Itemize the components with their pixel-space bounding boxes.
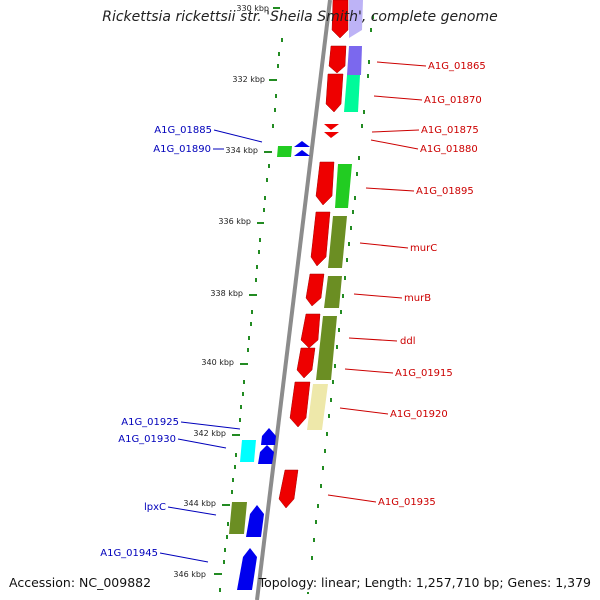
cds-khaki-feature	[307, 384, 328, 430]
gene-label: A1G_01895	[416, 186, 474, 197]
gene-label: A1G_01875	[421, 125, 479, 136]
cds-blue-feature	[294, 150, 310, 156]
gene-label: ddl	[400, 336, 415, 347]
cds-green-feature	[335, 164, 352, 208]
gene-label: A1G_01865	[428, 61, 486, 72]
accession-label: Accession: NC_009882	[9, 575, 152, 590]
cds-purple-feature	[347, 46, 362, 75]
cds-red-feature	[328, 45, 347, 74]
left-gene-labels: A1G_01885 A1G_01890 A1G_01925 A1G_01930 …	[100, 125, 263, 563]
cds-red-feature	[296, 347, 316, 379]
cds-red-feature	[331, 0, 349, 39]
cds-green-feature	[277, 146, 292, 157]
gene-label: A1G_01890	[153, 144, 211, 155]
footer-right-backdrop	[268, 572, 594, 592]
genome-axis	[255, 0, 332, 600]
cds-red-feature	[300, 313, 321, 349]
gene-label: A1G_01935	[378, 497, 436, 508]
kbp-label: 336 kbp	[218, 217, 251, 226]
cds-red-feature	[289, 381, 311, 428]
kbp-label: 332 kbp	[232, 75, 265, 84]
gene-label: A1G_01870	[424, 95, 482, 106]
gene-label: A1G_01920	[390, 409, 448, 420]
gene-label: murB	[404, 293, 431, 304]
cds-purple-feature	[349, 0, 363, 38]
cds-olive-feature	[316, 316, 337, 380]
cds-red-feature	[305, 273, 325, 307]
gene-label: A1G_01915	[395, 368, 453, 379]
kbp-label: 334 kbp	[225, 146, 258, 155]
cds-red-feature	[324, 132, 339, 138]
gene-label: murC	[410, 243, 437, 254]
kbp-label: 340 kbp	[201, 358, 234, 367]
kbp-label: 346 kbp	[173, 570, 206, 579]
cds-red-feature	[325, 73, 344, 113]
cds-aqua-feature	[344, 75, 360, 112]
cds-blue-feature	[261, 428, 276, 445]
kbp-label: 342 kbp	[193, 429, 226, 438]
kbp-label: 338 kbp	[210, 289, 243, 298]
cds-red-feature	[324, 124, 339, 130]
cds-red-feature	[310, 211, 331, 267]
right-strand-features	[278, 0, 363, 509]
footer-left-backdrop	[6, 572, 146, 592]
cds-blue-feature	[258, 445, 274, 464]
cds-cyan-feature	[240, 440, 256, 462]
left-strand-features	[229, 141, 310, 590]
cds-olive-feature	[328, 216, 347, 268]
kbp-markers: 330 kbp 332 kbp 334 kbp 336 kbp 338 kbp …	[173, 4, 280, 579]
right-tick-track	[307, 15, 374, 594]
gene-label: A1G_01925	[121, 417, 179, 428]
left-tick-track	[219, 38, 283, 592]
cds-blue-feature	[294, 141, 310, 147]
cds-blue-feature	[246, 505, 264, 537]
cds-red-feature	[315, 161, 335, 206]
kbp-label: 344 kbp	[183, 499, 216, 508]
genome-summary: Topology: linear; Length: 1,257,710 bp; …	[258, 575, 591, 590]
gene-label: lpxC	[144, 502, 166, 513]
gene-label: A1G_01945	[100, 548, 158, 559]
cds-olive-feature	[229, 502, 247, 534]
gene-label: A1G_01885	[154, 125, 212, 136]
cds-red-feature	[278, 469, 299, 509]
cds-blue-feature	[237, 548, 257, 590]
gene-label: A1G_01880	[420, 144, 478, 155]
gene-label: A1G_01930	[118, 434, 176, 445]
map-title: Rickettsia rickettsii str. 'Sheila Smith…	[102, 9, 498, 25]
kbp-label: 330 kbp	[236, 4, 269, 13]
right-gene-labels: A1G_01865 A1G_01870 A1G_01875 A1G_01880 …	[327, 61, 486, 508]
cds-olive-feature	[324, 276, 342, 308]
